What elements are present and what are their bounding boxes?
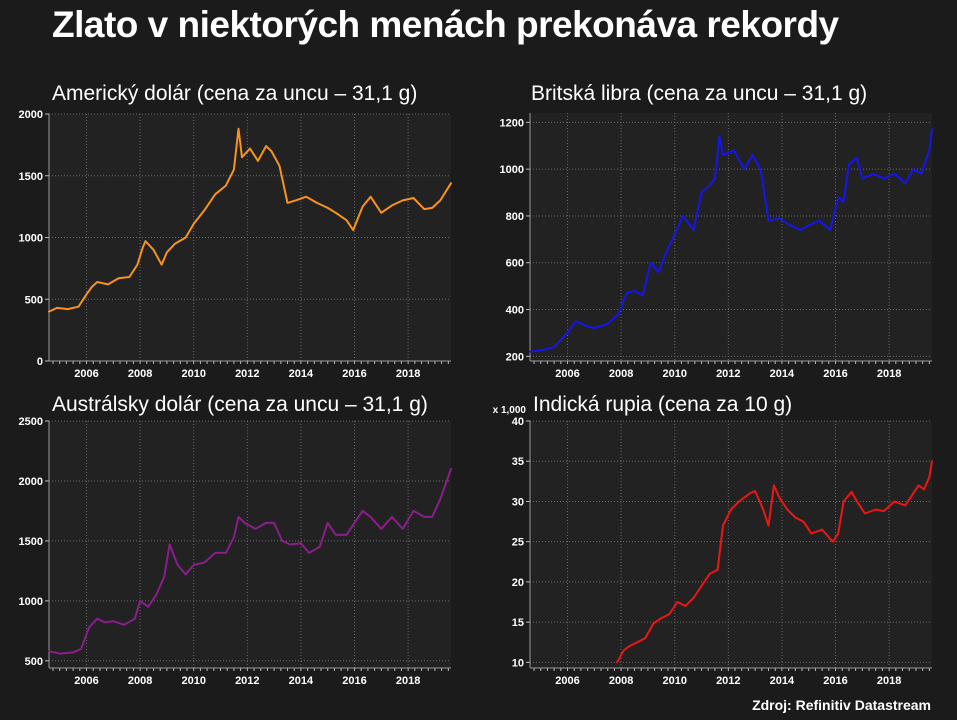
inr-x-tick-label: 2016: [823, 675, 847, 687]
inr-y-tick-label: 20: [512, 577, 524, 589]
inr-chart-title: Indická rupia (cena za 10 g): [533, 393, 793, 416]
inr-y-tick-label: 25: [512, 537, 524, 549]
inr-x-tick-label: 2014: [770, 675, 795, 687]
gbp-x-tick-label: 2014: [770, 368, 795, 380]
usd-y-tick-label: 500: [25, 294, 43, 306]
gbp-y-tick-label: 800: [506, 211, 524, 223]
aud-x-tick-label: 2012: [235, 675, 259, 687]
usd-y-tick-label: 1500: [19, 171, 43, 183]
inr-y-multiplier: x 1,000: [493, 405, 527, 416]
gbp-chart-title: Britská libra (cena za uncu – 31,1 g): [531, 82, 868, 105]
gbp-x-tick-label: 2016: [823, 368, 847, 380]
gbp-x-tick-label: 2010: [662, 368, 686, 380]
inr-gold-price-line: [616, 460, 933, 664]
inr-plot-area: [530, 421, 932, 668]
aud-x-tick-label: 2008: [128, 675, 152, 687]
inr-y-tick-label: 40: [512, 416, 524, 428]
aud-gold-price-line: [48, 468, 452, 655]
aud-plot-area: [49, 421, 451, 668]
gbp-gold-chart: 2006 2008 2010 2012 2014 2016 2018 200 400 600 800…: [500, 113, 933, 380]
usd-x-tick-label: 2008: [128, 368, 152, 380]
gbp-gold-price-line: [529, 128, 933, 353]
inr-x-tick-label: 2018: [877, 675, 901, 687]
inr-y-tick-label: 30: [512, 496, 524, 508]
gbp-x-tick-label: 2018: [877, 368, 901, 380]
aud-x-tick-label: 2006: [74, 675, 98, 687]
gbp-y-tick-label: 600: [506, 258, 524, 270]
gbp-x-tick-label: 2012: [716, 368, 740, 380]
gbp-y-tick-label: 200: [506, 351, 524, 363]
usd-gold-price-line: [48, 127, 452, 313]
inr-x-tick-label: 2010: [662, 675, 686, 687]
gbp-x-tick-label: 2006: [555, 368, 579, 380]
inr-x-tick-label: 2006: [555, 675, 579, 687]
aud-y-tick-label: 1500: [19, 536, 43, 548]
inr-y-tick-label: 10: [512, 657, 524, 669]
gbp-plot-area: [530, 113, 932, 361]
inr-x-tick-label: 2008: [609, 675, 633, 687]
gbp-x-tick-label: 2008: [609, 368, 633, 380]
usd-x-tick-label: 2012: [235, 368, 259, 380]
gbp-y-tick-label: 400: [506, 305, 524, 317]
usd-x-tick-label: 2016: [342, 368, 366, 380]
usd-y-tick-label: 0: [37, 356, 43, 368]
usd-y-tick-label: 2000: [19, 109, 43, 121]
usd-y-tick-label: 1000: [19, 233, 43, 245]
usd-chart-title: Americký dolár (cena za uncu – 31,1 g): [52, 82, 418, 105]
gbp-y-tick-label: 1000: [500, 164, 524, 176]
usd-gold-chart: 2006 2008 2010 2012 2014 2016 2018 0 500 1000 1500…: [19, 109, 452, 380]
aud-x-tick-label: 2014: [289, 675, 314, 687]
usd-x-tick-label: 2006: [74, 368, 98, 380]
gbp-y-tick-label: 1200: [500, 117, 524, 129]
usd-x-tick-label: 2018: [396, 368, 420, 380]
aud-chart-title: Austrálsky dolár (cena za uncu – 31,1 g): [52, 393, 428, 416]
aud-y-tick-label: 2000: [19, 476, 43, 488]
aud-gold-chart: 2006 2008 2010 2012 2014 2016 2018 500 1000 1500 2…: [19, 416, 452, 687]
inr-x-tick-label: 2012: [716, 675, 740, 687]
page-title: Zlato v niektorých menách prekonáva reko…: [52, 4, 839, 45]
aud-x-tick-label: 2016: [342, 675, 366, 687]
inr-y-tick-label: 15: [512, 617, 524, 629]
inr-gold-chart: 2006 2008 2010 2012 2014 2016 2018 10 15 20 25 30 35…: [493, 405, 933, 687]
inr-y-tick-label: 35: [512, 456, 524, 468]
aud-y-tick-label: 2500: [19, 416, 43, 428]
usd-x-tick-label: 2010: [181, 368, 205, 380]
usd-x-tick-label: 2014: [289, 368, 314, 380]
aud-y-tick-label: 500: [25, 656, 43, 668]
aud-x-tick-label: 2010: [181, 675, 205, 687]
source-note: Zdroj: Refinitiv Datastream: [752, 697, 931, 713]
aud-x-tick-label: 2018: [396, 675, 420, 687]
aud-y-tick-label: 1000: [19, 596, 43, 608]
